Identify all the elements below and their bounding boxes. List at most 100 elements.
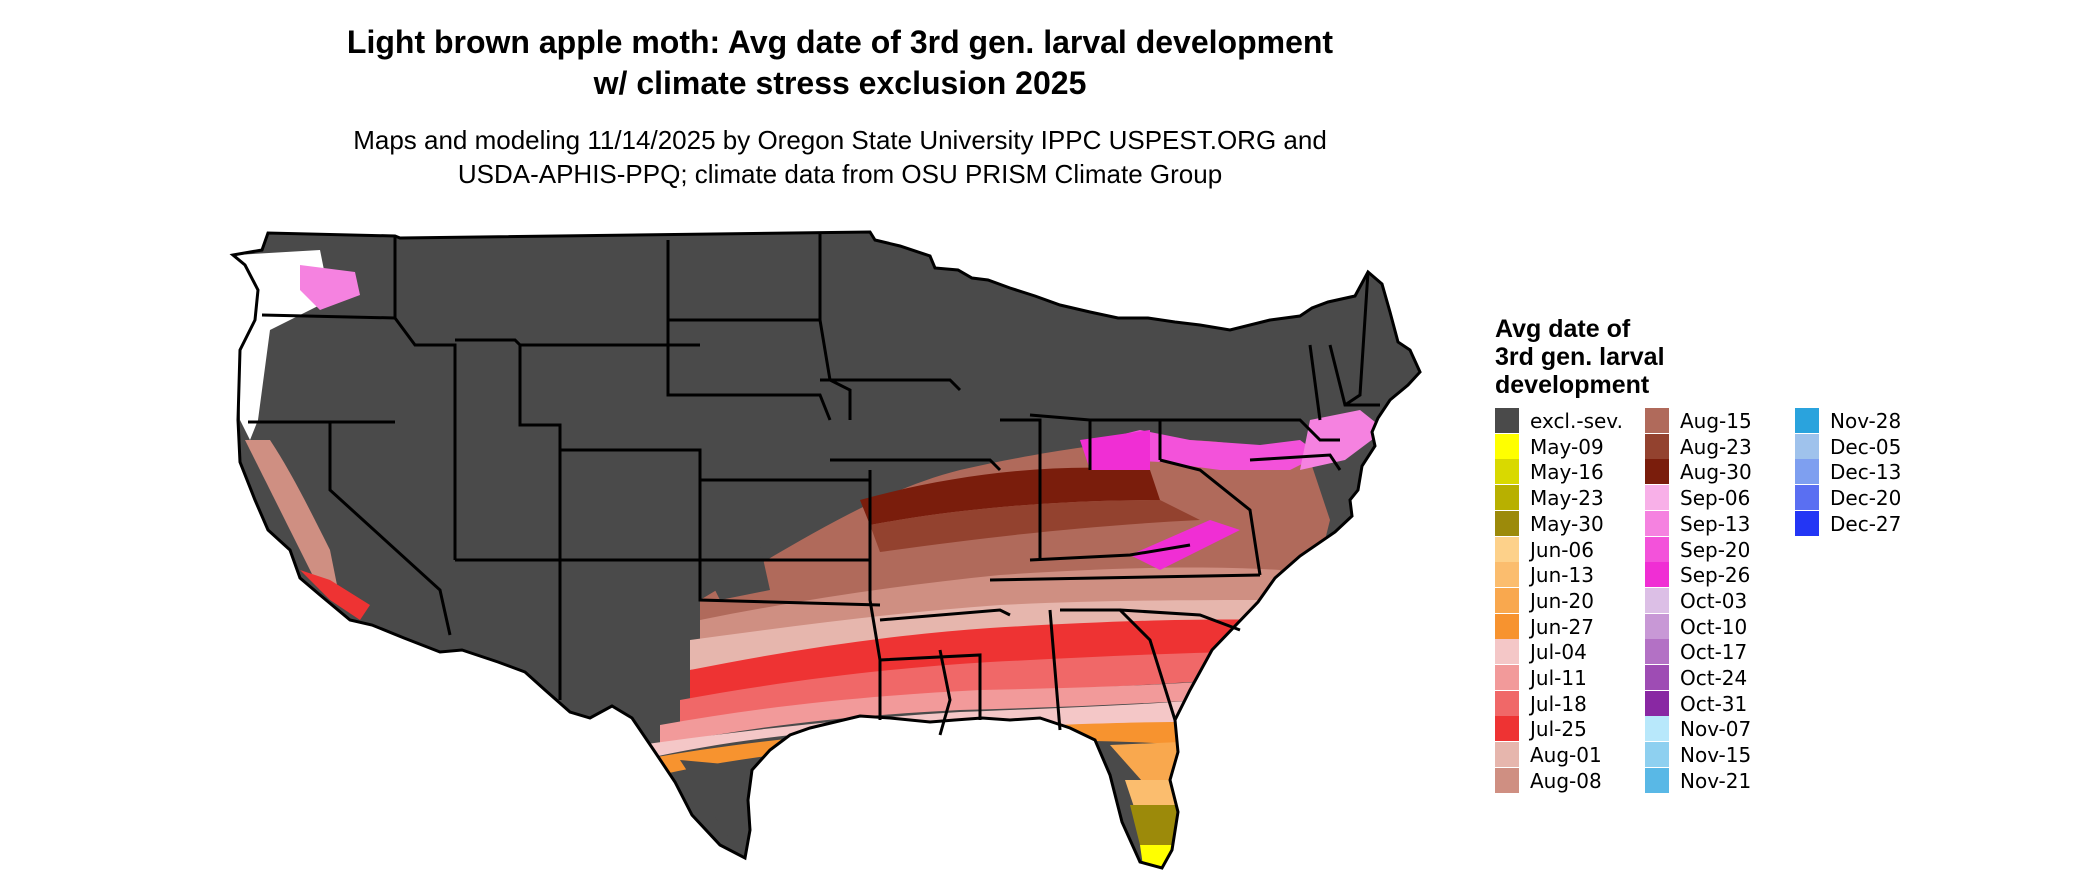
- legend-label: Dec-13: [1830, 460, 1902, 485]
- legend-item: May-09: [1495, 433, 1645, 460]
- legend-label: May-23: [1530, 486, 1604, 511]
- legend-title-line-2: 3rd gen. larval: [1495, 343, 1665, 371]
- legend-item: Sep-13: [1645, 510, 1795, 537]
- legend-swatch: [1645, 665, 1669, 690]
- legend-label: Sep-06: [1680, 486, 1751, 511]
- legend-swatch: [1645, 510, 1669, 536]
- legend-swatch: [1495, 587, 1519, 613]
- legend-swatch: [1495, 562, 1519, 588]
- legend-swatch: [1495, 639, 1519, 665]
- legend-item: Jun-06: [1495, 536, 1645, 563]
- map-legend: Avg date of 3rd gen. larval development …: [1495, 315, 1901, 793]
- legend-label: Aug-15: [1680, 409, 1752, 433]
- legend-label: May-16: [1530, 460, 1604, 485]
- legend-label: Aug-01: [1530, 743, 1602, 768]
- legend-swatch: [1645, 433, 1669, 459]
- title-line-1: Light brown apple moth: Avg date of 3rd …: [346, 24, 1334, 60]
- legend-swatch: [1795, 459, 1819, 485]
- legend-label: Jul-04: [1530, 640, 1587, 665]
- legend-item: Jul-04: [1495, 639, 1645, 665]
- legend-item: Aug-01: [1495, 742, 1645, 768]
- legend-swatch: [1645, 767, 1669, 793]
- legend-item: Aug-23: [1645, 433, 1795, 460]
- legend-label: Jun-20: [1530, 588, 1594, 613]
- legend-item: Dec-27: [1795, 510, 1945, 537]
- legend-item: Dec-13: [1795, 459, 1945, 485]
- zone-jul-11: [660, 680, 1220, 745]
- chart-subtitle: Maps and modeling 11/14/2025 by Oregon S…: [250, 123, 1430, 191]
- legend-item: May-23: [1495, 485, 1645, 511]
- chart-title: Light brown apple moth: Avg date of 3rd …: [250, 22, 1430, 104]
- zone-westcoast-white: [236, 250, 330, 440]
- legend-swatch: [1495, 510, 1519, 536]
- legend-label: Nov-07: [1680, 717, 1752, 742]
- legend-item: excl.-sev.: [1495, 408, 1645, 434]
- legend-item: Dec-20: [1795, 485, 1945, 511]
- legend-swatch: [1495, 459, 1519, 485]
- legend-item: Oct-24: [1645, 665, 1795, 691]
- legend-label: Dec-27: [1830, 511, 1902, 536]
- legend-label: Oct-03: [1680, 588, 1748, 613]
- legend-label: Oct-24: [1680, 666, 1748, 690]
- legend-label: Jun-27: [1530, 614, 1594, 639]
- legend-label: Sep-20: [1680, 537, 1751, 562]
- legend-swatch: [1495, 536, 1519, 562]
- legend-title: Avg date of 3rd gen. larval development: [1495, 315, 1735, 399]
- legend-item: Nov-07: [1645, 716, 1795, 742]
- legend-swatch: [1795, 433, 1819, 459]
- legend-swatch: [1645, 613, 1669, 639]
- state-boundaries: [229, 230, 1422, 870]
- legend-swatch: [1645, 742, 1669, 768]
- legend-item: Nov-28: [1795, 408, 1945, 434]
- legend-item: Jun-20: [1495, 587, 1645, 614]
- legend-label: Aug-08: [1530, 768, 1602, 793]
- legend-item: Sep-06: [1645, 485, 1795, 511]
- legend-label: Nov-21: [1680, 768, 1752, 793]
- legend-item: Dec-05: [1795, 433, 1945, 460]
- legend-swatch: [1645, 485, 1669, 511]
- legend-swatch: [1495, 767, 1519, 793]
- legend-label: excl.-sev.: [1530, 409, 1623, 433]
- legend-item: May-30: [1495, 510, 1645, 537]
- legend-item: Oct-10: [1645, 613, 1795, 640]
- legend-label: Jul-25: [1530, 717, 1587, 742]
- zone-may-30: [1130, 805, 1180, 845]
- legend-item: Jul-18: [1495, 690, 1645, 717]
- legend-label: Sep-26: [1680, 563, 1751, 588]
- subtitle-line-1: Maps and modeling 11/14/2025 by Oregon S…: [353, 125, 1327, 155]
- legend-swatch: [1795, 485, 1819, 511]
- zone-jul-18: [680, 652, 1250, 725]
- legend-swatch: [1795, 408, 1819, 433]
- legend-swatch: [1495, 690, 1519, 716]
- subtitle-line-2: USDA-APHIS-PPQ; climate data from OSU PR…: [457, 159, 1223, 189]
- legend-item: Nov-15: [1645, 742, 1795, 768]
- legend-swatch: [1645, 587, 1669, 613]
- legend-label: Aug-23: [1680, 434, 1752, 459]
- legend-item: Aug-08: [1495, 767, 1645, 794]
- legend-item: Jun-13: [1495, 562, 1645, 588]
- legend-swatch: [1645, 716, 1669, 742]
- legend-label: Jun-06: [1530, 537, 1594, 562]
- legend-item: Jun-27: [1495, 613, 1645, 640]
- legend-label: Sep-13: [1680, 511, 1751, 536]
- legend-swatch: [1495, 433, 1519, 459]
- title-line-2: w/ climate stress exclusion 2025: [593, 65, 1087, 101]
- legend-label: Nov-15: [1680, 743, 1752, 768]
- legend-item: Aug-30: [1645, 459, 1795, 485]
- legend-item: Sep-20: [1645, 536, 1795, 563]
- legend-label: Oct-17: [1680, 640, 1748, 665]
- legend-label: Oct-10: [1680, 614, 1748, 639]
- legend-item: Sep-26: [1645, 562, 1795, 588]
- us-phenology-map: [229, 230, 1422, 870]
- legend-title-line-3: development: [1495, 371, 1650, 399]
- zone-aug-30: [860, 467, 1160, 525]
- zone-sept-wa: [300, 265, 360, 310]
- legend-swatch: [1495, 485, 1519, 511]
- legend-swatch: [1495, 613, 1519, 639]
- legend-swatch: [1495, 408, 1519, 433]
- legend-label: Jul-11: [1530, 666, 1587, 690]
- legend-item: May-16: [1495, 459, 1645, 485]
- legend-swatch: [1495, 665, 1519, 690]
- zone-westcoast-aug: [245, 440, 340, 600]
- legend-swatch: [1645, 536, 1669, 562]
